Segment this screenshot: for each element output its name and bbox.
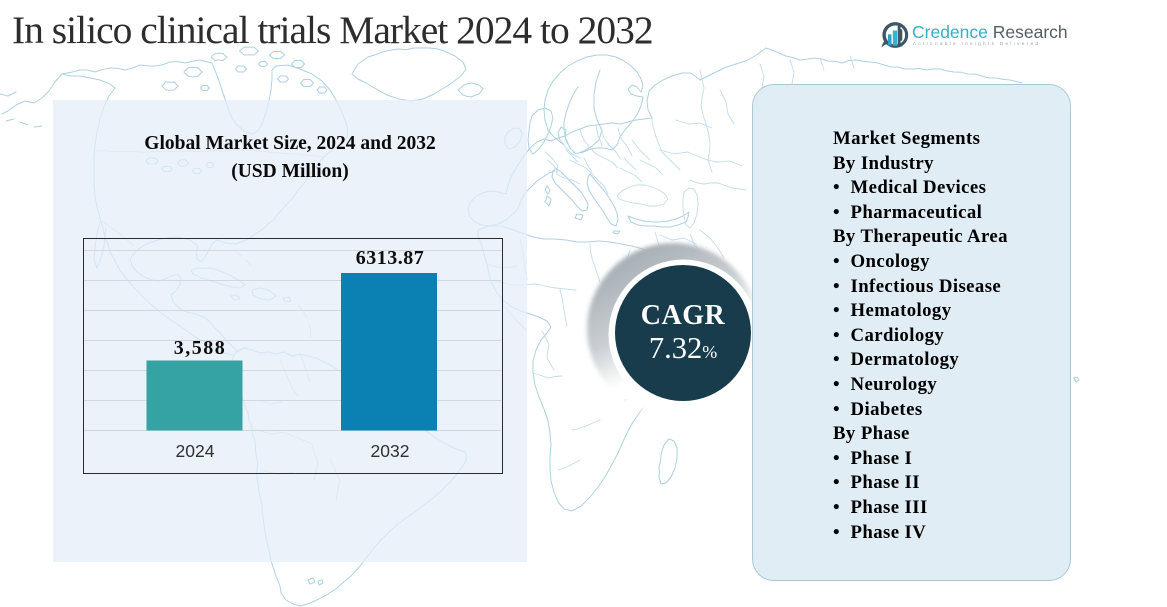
svg-text:Actionable Insights Delivered: Actionable Insights Delivered [913,41,1040,46]
svg-text:Credence Research: Credence Research [912,22,1068,42]
